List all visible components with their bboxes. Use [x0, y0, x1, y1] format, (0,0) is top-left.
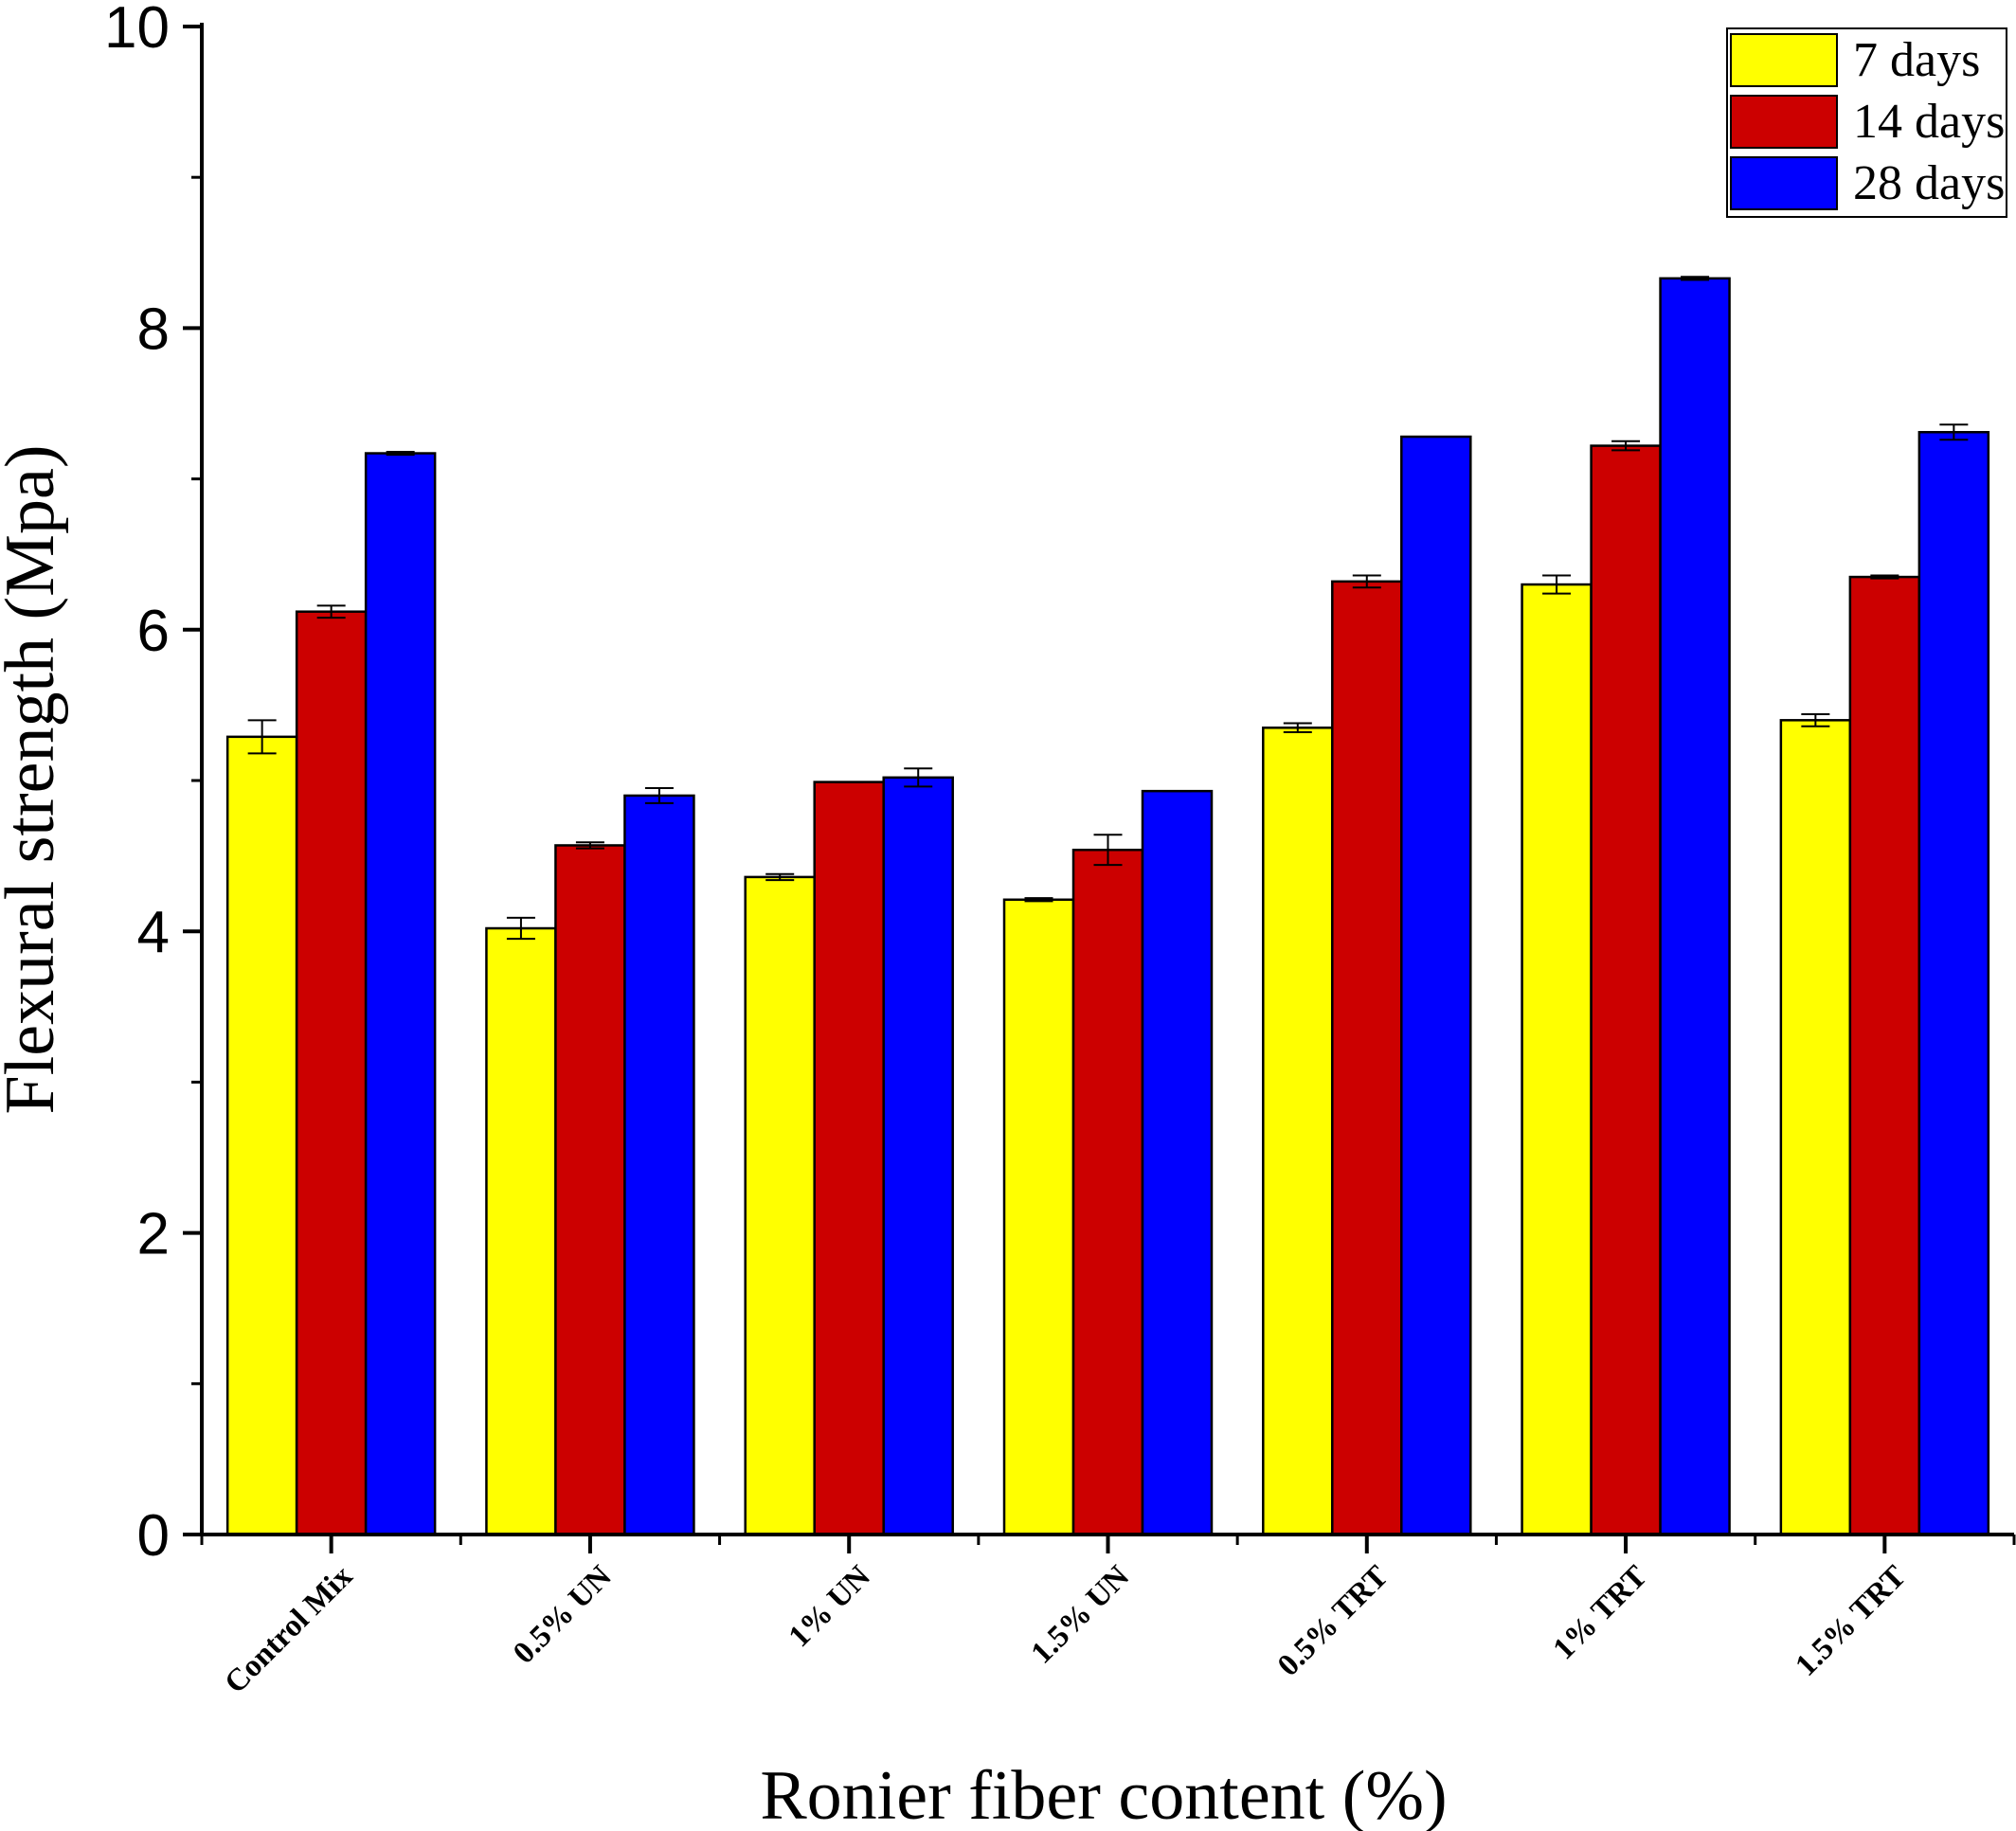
- legend-label-3: 28 days: [1853, 156, 2005, 210]
- legend-swatch-1: [1730, 33, 1838, 87]
- bar-1-series-3: [364, 452, 437, 1536]
- x-tick-label: 1.5% UN: [1025, 1559, 1137, 1671]
- x-tick-label: 0.5% TRT: [1271, 1559, 1395, 1683]
- bar-5-series-2: [1331, 580, 1403, 1536]
- bar-3-series-1: [744, 875, 816, 1536]
- x-tick-label: 1% UN: [783, 1559, 877, 1654]
- bar-6-series-3: [1659, 277, 1731, 1536]
- bar-6-series-1: [1521, 583, 1593, 1536]
- y-tick-label: 6: [137, 599, 170, 664]
- y-tick-label: 4: [137, 900, 170, 965]
- x-axis-title: Ronier fiber content (%): [760, 1757, 1447, 1831]
- bar-2-series-2: [554, 844, 626, 1536]
- bar-4-series-1: [1002, 898, 1075, 1536]
- x-tick-label: Control Mix: [218, 1559, 359, 1700]
- bar-6-series-2: [1590, 444, 1662, 1536]
- bar-7-series-1: [1779, 719, 1852, 1536]
- bar-2-series-1: [485, 926, 557, 1536]
- bar-1-series-1: [225, 735, 298, 1536]
- legend-swatch-3: [1730, 156, 1838, 210]
- bar-7-series-3: [1917, 430, 1990, 1536]
- bar-5-series-3: [1400, 435, 1472, 1536]
- legend-swatch-2: [1730, 95, 1838, 149]
- bar-4-series-2: [1071, 848, 1144, 1536]
- bar-2-series-3: [623, 794, 695, 1536]
- y-tick-label: 2: [137, 1202, 170, 1267]
- bar-1-series-2: [295, 610, 368, 1536]
- legend-label-1: 7 days: [1853, 33, 1980, 87]
- bar-4-series-3: [1141, 789, 1214, 1536]
- x-tick-label: 1% TRT: [1547, 1559, 1654, 1666]
- bar-3-series-2: [813, 781, 885, 1536]
- y-tick-label: 0: [137, 1503, 170, 1569]
- bar-7-series-2: [1848, 575, 1921, 1536]
- y-tick-label: 10: [104, 0, 170, 61]
- bar-5-series-1: [1262, 727, 1334, 1536]
- x-tick-label: 0.5% UN: [507, 1559, 619, 1671]
- x-tick-label: 1.5% TRT: [1789, 1559, 1913, 1683]
- bar-3-series-3: [882, 776, 954, 1536]
- legend-label-2: 14 days: [1853, 95, 2005, 149]
- y-axis-title: Flexural strength (Mpa): [0, 445, 69, 1115]
- y-tick-label: 8: [137, 296, 170, 362]
